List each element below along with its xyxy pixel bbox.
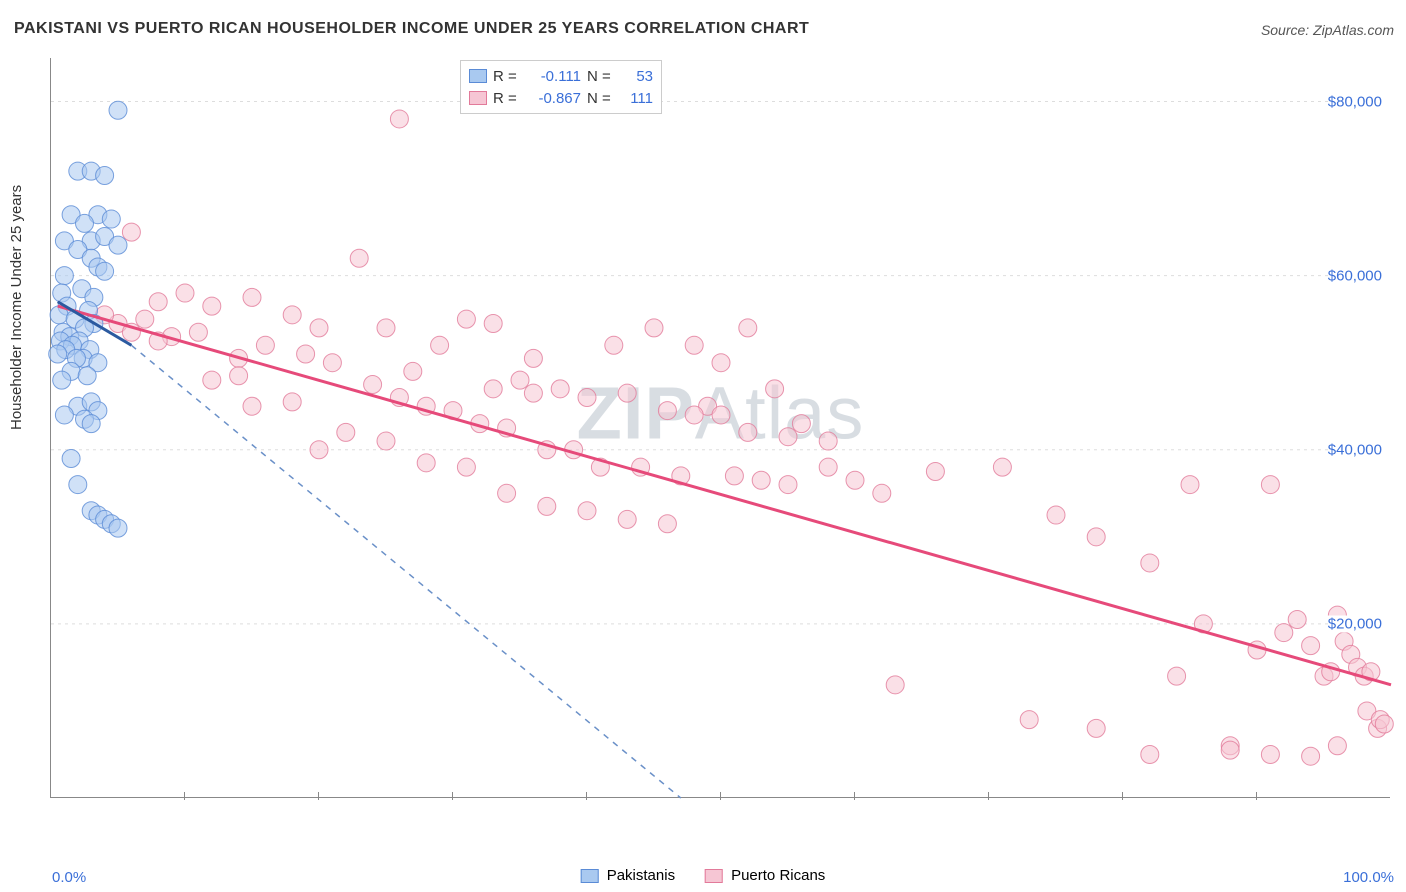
- bottom-legend: Pakistanis Puerto Ricans: [581, 867, 826, 884]
- x-tick-mark: [988, 792, 989, 800]
- x-tick-mark: [184, 792, 185, 800]
- x-tick-mark: [854, 792, 855, 800]
- y-tick-label: $60,000: [1328, 267, 1396, 284]
- stats-legend-box: R = -0.111 N = 53 R = -0.867 N = 111: [460, 60, 662, 114]
- r-value: -0.111: [525, 68, 581, 85]
- legend-label: Pakistanis: [607, 867, 675, 884]
- plot-area: ZIPAtlas $20,000$40,000$60,000$80,000: [50, 58, 1390, 798]
- x-tick-mark: [452, 792, 453, 800]
- legend-swatch: [469, 69, 487, 83]
- stats-row: R = -0.867 N = 111: [469, 87, 653, 109]
- n-label: N =: [587, 90, 613, 107]
- x-max-label: 100.0%: [1343, 869, 1394, 886]
- x-tick-mark: [586, 792, 587, 800]
- legend-item: Pakistanis: [581, 867, 675, 884]
- x-tick-mark: [720, 792, 721, 800]
- x-min-label: 0.0%: [52, 869, 86, 886]
- r-label: R =: [493, 68, 519, 85]
- n-label: N =: [587, 68, 613, 85]
- legend-label: Puerto Ricans: [731, 867, 825, 884]
- scatter-plot-svg: [51, 58, 1391, 798]
- stats-row: R = -0.111 N = 53: [469, 65, 653, 87]
- y-tick-label: $20,000: [1328, 615, 1396, 632]
- x-tick-mark: [1122, 792, 1123, 800]
- y-tick-label: $40,000: [1328, 441, 1396, 458]
- n-value: 53: [619, 68, 653, 85]
- n-value: 111: [619, 90, 653, 107]
- legend-swatch: [581, 869, 599, 883]
- x-tick-mark: [1256, 792, 1257, 800]
- legend-item: Puerto Ricans: [705, 867, 825, 884]
- r-value: -0.867: [525, 90, 581, 107]
- chart-title: PAKISTANI VS PUERTO RICAN HOUSEHOLDER IN…: [14, 20, 809, 38]
- y-tick-label: $80,000: [1328, 93, 1396, 110]
- x-tick-mark: [318, 792, 319, 800]
- y-axis-label: Householder Income Under 25 years: [8, 185, 25, 430]
- legend-swatch: [469, 91, 487, 105]
- legend-swatch: [705, 869, 723, 883]
- r-label: R =: [493, 90, 519, 107]
- source-label: Source: ZipAtlas.com: [1261, 22, 1394, 38]
